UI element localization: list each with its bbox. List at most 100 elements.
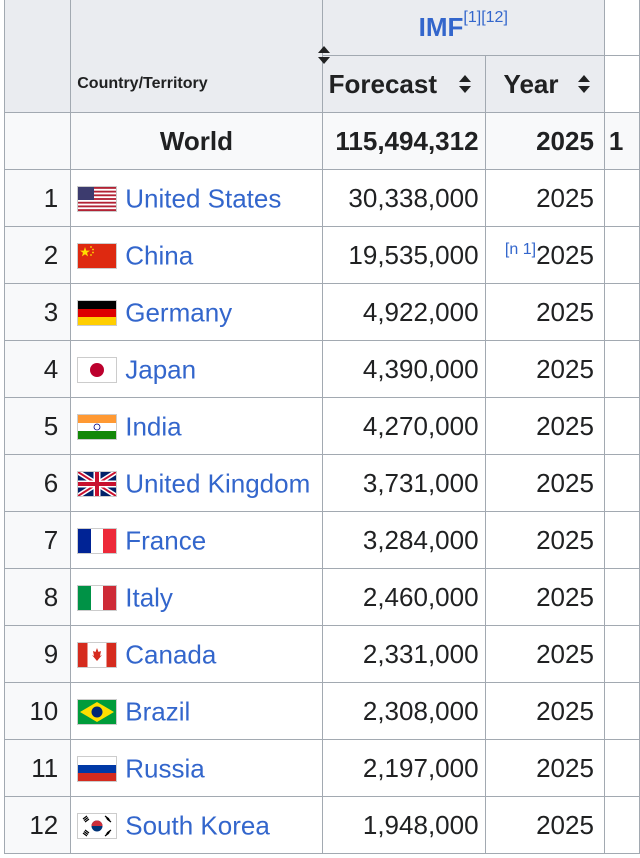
china-flag-icon[interactable] xyxy=(77,242,118,269)
table-row: 3 Germany 4,922,000 2025 xyxy=(3,283,640,341)
overflow-cell xyxy=(603,397,640,455)
country-cell: China xyxy=(70,226,323,284)
year-value: 2025 xyxy=(536,182,594,213)
table-row: 5 India 4,270,000 2025 xyxy=(3,397,640,455)
country-cell: France xyxy=(70,511,323,569)
overflow-cell xyxy=(603,454,640,512)
year-cell: [n 1]2025 xyxy=(484,226,605,284)
country-cell: Russia xyxy=(70,739,323,797)
year-cell: 2025 xyxy=(484,397,605,455)
rank-cell: 9 xyxy=(3,625,72,683)
rank-cell: 4 xyxy=(3,340,72,398)
year-cell: 2025 xyxy=(484,682,605,740)
imf-group-header: IMF[1][12] xyxy=(321,0,605,56)
footnote-link[interactable]: [n 1] xyxy=(504,240,537,258)
next-group-header xyxy=(603,0,640,56)
country-link[interactable]: India xyxy=(125,411,182,442)
country-link[interactable]: Canada xyxy=(125,639,217,670)
country-link[interactable]: Germany xyxy=(125,297,233,328)
country-link[interactable]: China xyxy=(125,240,194,271)
year-cell: 2025 xyxy=(484,283,605,341)
overflow-cell xyxy=(603,340,640,398)
imf-link[interactable]: IMF xyxy=(418,12,464,42)
sort-icon[interactable] xyxy=(458,75,471,93)
year-value: 2025 xyxy=(536,638,594,669)
country-link[interactable]: United States xyxy=(125,183,282,214)
forecast-cell: 19,535,000 xyxy=(321,226,486,284)
france-flag-icon[interactable] xyxy=(77,527,118,554)
year-column-header[interactable]: Year xyxy=(484,55,605,113)
table-row: 2 China 19,535,000 [n 1]2025 xyxy=(3,226,640,284)
table-row: 6 United Kingdom 3,731,000 2025 xyxy=(3,454,640,512)
imf-references[interactable]: [1][12] xyxy=(463,9,508,27)
year-value: 2025 xyxy=(536,353,594,384)
sort-icon[interactable] xyxy=(317,45,330,64)
country-link[interactable]: Japan xyxy=(125,354,197,385)
india-flag-icon[interactable] xyxy=(77,413,118,440)
country-link[interactable]: Brazil xyxy=(125,696,191,727)
world-rank-cell xyxy=(3,112,72,170)
country-link[interactable]: Italy xyxy=(125,582,173,613)
country-link[interactable]: United Kingdom xyxy=(125,468,311,499)
forecast-column-label: Forecast xyxy=(328,68,438,99)
overflow-cell xyxy=(603,739,640,797)
year-value: 2025 xyxy=(536,239,594,270)
overflow-cell xyxy=(603,511,640,569)
south-korea-flag-icon[interactable] xyxy=(77,812,118,839)
table-row: 7 France 3,284,000 2025 xyxy=(3,511,640,569)
country-cell: Canada xyxy=(70,625,323,683)
italy-flag-icon[interactable] xyxy=(77,584,118,611)
japan-flag-icon[interactable] xyxy=(77,356,118,383)
year-value: 2025 xyxy=(536,467,594,498)
brazil-flag-icon[interactable] xyxy=(77,698,118,725)
forecast-cell: 3,731,000 xyxy=(321,454,486,512)
country-cell: Brazil xyxy=(70,682,323,740)
world-total-row: World 115,494,312 2025 1 xyxy=(3,112,640,170)
country-cell: South Korea xyxy=(70,796,323,854)
table-row: 1 United States 30,338,000 2025 xyxy=(3,169,640,227)
rank-cell: 5 xyxy=(3,397,72,455)
table-row: 4 Japan 4,390,000 2025 xyxy=(3,340,640,398)
forecast-cell: 4,390,000 xyxy=(321,340,486,398)
forecast-cell: 1,948,000 xyxy=(321,796,486,854)
forecast-cell: 4,270,000 xyxy=(321,397,486,455)
year-column-label: Year xyxy=(503,68,559,99)
forecast-cell: 4,922,000 xyxy=(321,283,486,341)
country-link[interactable]: South Korea xyxy=(125,810,270,841)
country-link[interactable]: France xyxy=(125,525,207,556)
overflow-cell xyxy=(603,682,640,740)
uk-flag-icon[interactable] xyxy=(77,470,118,497)
year-value: 2025 xyxy=(536,524,594,555)
rank-cell: 2 xyxy=(3,226,72,284)
rank-cell: 8 xyxy=(3,568,72,626)
forecast-column-header[interactable]: Forecast xyxy=(321,55,486,113)
rank-cell: 12 xyxy=(3,796,72,854)
year-value: 2025 xyxy=(536,410,594,441)
country-link[interactable]: Russia xyxy=(125,753,205,784)
table-row: 11 Russia 2,197,000 2025 xyxy=(3,739,640,797)
forecast-cell: 2,197,000 xyxy=(321,739,486,797)
sort-icon[interactable] xyxy=(577,75,590,93)
rank-cell: 10 xyxy=(3,682,72,740)
canada-flag-icon[interactable] xyxy=(77,641,118,668)
year-cell: 2025 xyxy=(484,568,605,626)
germany-flag-icon[interactable] xyxy=(77,299,118,326)
overflow-cell xyxy=(603,796,640,854)
country-column-header[interactable]: Country/Territory xyxy=(70,0,330,113)
rank-cell: 11 xyxy=(3,739,72,797)
us-flag-icon[interactable] xyxy=(77,185,118,212)
world-overflow-cell: 1 xyxy=(603,112,640,170)
rank-column-header xyxy=(3,0,72,113)
russia-flag-icon[interactable] xyxy=(77,755,118,782)
country-cell: United States xyxy=(70,169,323,227)
year-value: 2025 xyxy=(536,296,594,327)
overflow-cell xyxy=(603,226,640,284)
table-row: 9 Canada 2,331,000 2025 xyxy=(3,625,640,683)
world-forecast: 115,494,312 xyxy=(321,112,486,170)
year-value: 2025 xyxy=(536,809,594,840)
year-cell: 2025 xyxy=(484,454,605,512)
country-cell: Japan xyxy=(70,340,323,398)
rank-cell: 6 xyxy=(3,454,72,512)
table-row: 12 South Korea 1,948,000 2025 xyxy=(3,796,640,854)
rank-cell: 1 xyxy=(3,169,72,227)
